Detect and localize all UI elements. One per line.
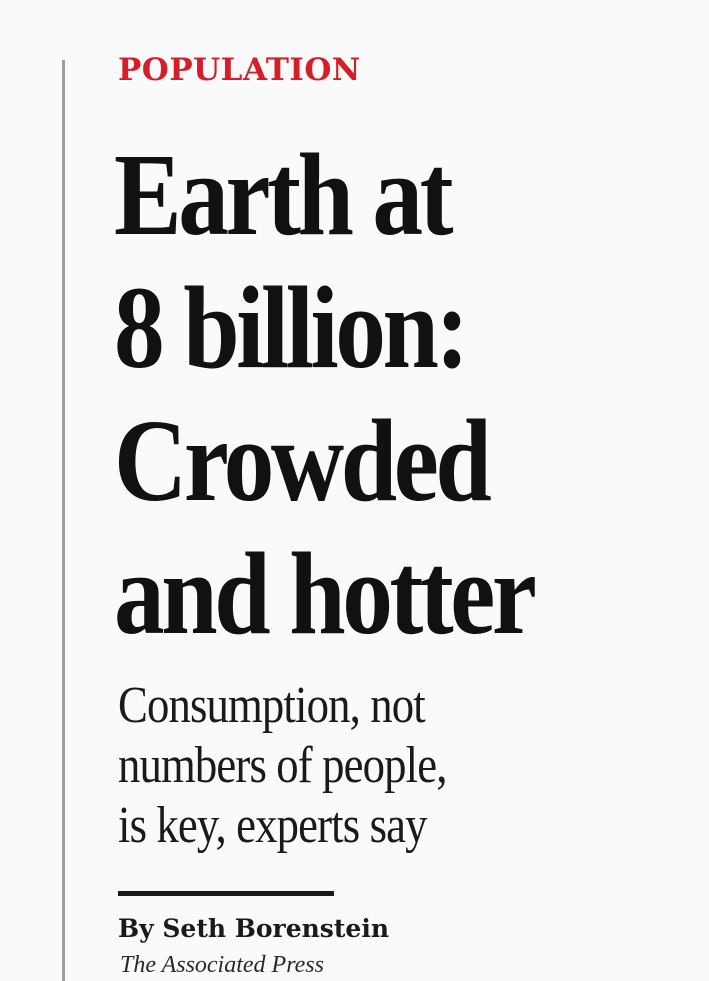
column-divider bbox=[62, 60, 65, 981]
section-kicker: POPULATION bbox=[118, 52, 361, 88]
subheadline-line: numbers of people, bbox=[118, 737, 447, 794]
headline-line: Crowded bbox=[114, 395, 492, 526]
headline-line: Earth at bbox=[114, 129, 454, 260]
byline: By Seth Borenstein bbox=[118, 914, 390, 943]
subheadline-line: Consumption, not bbox=[118, 677, 426, 734]
byline-divider bbox=[118, 891, 334, 896]
subheadline: Consumption, not numbers of people, is k… bbox=[118, 676, 600, 856]
subheadline-line: is key, experts say bbox=[118, 797, 427, 854]
byline-source: The Associated Press bbox=[120, 952, 324, 978]
headline: Earth at 8 billion: Crowded and hotter bbox=[114, 128, 621, 660]
headline-line: and hotter bbox=[114, 528, 537, 659]
headline-line: 8 billion: bbox=[114, 262, 469, 393]
